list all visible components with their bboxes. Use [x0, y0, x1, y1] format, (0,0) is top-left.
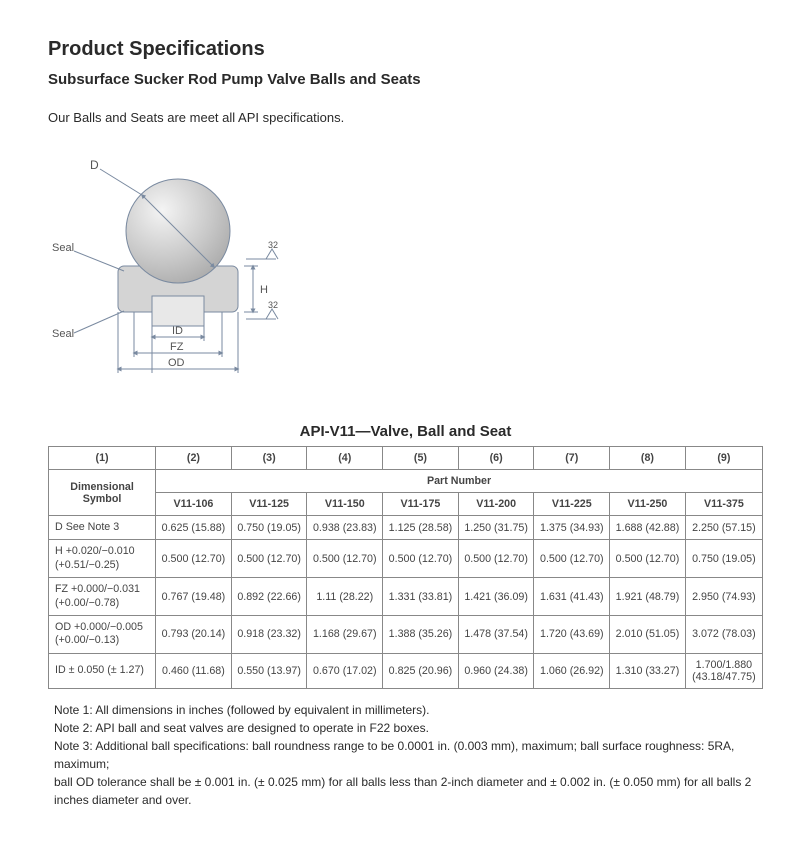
cell: 0.793 (20.14) — [156, 615, 232, 653]
cell: 0.500 (12.70) — [383, 540, 459, 578]
cell: 1.421 (36.09) — [458, 578, 534, 616]
diagram-label-seal-bottom: Seal — [52, 328, 74, 340]
cell: 0.500 (12.70) — [458, 540, 534, 578]
note-line: ball OD tolerance shall be ± 0.001 in. (… — [54, 773, 757, 809]
table-title: API-V11—Valve, Ball and Seat — [48, 423, 763, 440]
col-num-7: (7) — [534, 447, 610, 470]
diagram-label-fz: FZ — [170, 341, 184, 353]
cell: 0.625 (15.88) — [156, 516, 232, 540]
table-row: ID ± 0.050 (± 1.27)0.460 (11.68)0.550 (1… — [49, 653, 763, 688]
row-label: OD +0.000/−0.005(+0.00/−0.13) — [49, 615, 156, 653]
diagram-label-id: ID — [172, 325, 183, 337]
cell: 0.767 (19.48) — [156, 578, 232, 616]
page-subtitle: Subsurface Sucker Rod Pump Valve Balls a… — [48, 71, 763, 88]
page-title: Product Specifications — [48, 38, 763, 61]
svg-text:32: 32 — [268, 300, 278, 310]
cell: 2.010 (51.05) — [610, 615, 686, 653]
row-label: FZ +0.000/−0.031(+0.00/−0.78) — [49, 578, 156, 616]
col-num-6: (6) — [458, 447, 534, 470]
cell: 2.950 (74.93) — [685, 578, 762, 616]
table-row: OD +0.000/−0.005(+0.00/−0.13)0.793 (20.1… — [49, 615, 763, 653]
part-V11-150: V11-150 — [307, 493, 383, 516]
col-num-5: (5) — [383, 447, 459, 470]
cell: 0.670 (17.02) — [307, 653, 383, 688]
cell: 0.938 (23.83) — [307, 516, 383, 540]
cell: 0.918 (23.32) — [231, 615, 307, 653]
cell: 0.750 (19.05) — [231, 516, 307, 540]
cell: 1.250 (31.75) — [458, 516, 534, 540]
diagram-label-od: OD — [168, 357, 185, 369]
cell: 3.072 (78.03) — [685, 615, 762, 653]
note-line: Note 3: Additional ball specifications: … — [54, 737, 757, 773]
cell: 1.688 (42.88) — [610, 516, 686, 540]
cell: 0.500 (12.70) — [534, 540, 610, 578]
notes-block: Note 1: All dimensions in inches (follow… — [48, 701, 763, 809]
cell: 1.720 (43.69) — [534, 615, 610, 653]
cell: 0.825 (20.96) — [383, 653, 459, 688]
col-num-1: (1) — [49, 447, 156, 470]
col-num-3: (3) — [231, 447, 307, 470]
table-row: D See Note 30.625 (15.88)0.750 (19.05)0.… — [49, 516, 763, 540]
cell: 1.631 (41.43) — [534, 578, 610, 616]
diagram-label-seal-top: Seal — [52, 242, 74, 254]
cell: 1.168 (29.67) — [307, 615, 383, 653]
spec-table: (1)(2)(3)(4)(5)(6)(7)(8)(9) DimensionalS… — [48, 446, 763, 689]
cell: 1.921 (48.79) — [610, 578, 686, 616]
cell: 0.500 (12.70) — [610, 540, 686, 578]
cell: 0.500 (12.70) — [307, 540, 383, 578]
cell: 0.500 (12.70) — [156, 540, 232, 578]
part-V11-106: V11-106 — [156, 493, 232, 516]
cell: 0.960 (24.38) — [458, 653, 534, 688]
cell: 1.478 (37.54) — [458, 615, 534, 653]
cell: 1.11 (28.22) — [307, 578, 383, 616]
part-V11-200: V11-200 — [458, 493, 534, 516]
note-line: Note 1: All dimensions in inches (follow… — [54, 701, 757, 719]
col-num-4: (4) — [307, 447, 383, 470]
cell: 0.892 (22.66) — [231, 578, 307, 616]
cell: 2.250 (57.15) — [685, 516, 762, 540]
cell: 1.388 (35.26) — [383, 615, 459, 653]
cell: 1.700/1.880(43.18/47.75) — [685, 653, 762, 688]
part-V11-175: V11-175 — [383, 493, 459, 516]
cell: 1.060 (26.92) — [534, 653, 610, 688]
cell: 0.550 (13.97) — [231, 653, 307, 688]
row-label: ID ± 0.050 (± 1.27) — [49, 653, 156, 688]
valve-diagram: D Seal Seal H 32 32 ID FZ OD — [48, 151, 308, 391]
part-number-header: Part Number — [156, 470, 763, 493]
row-label: H +0.020/−0.010(+0.51/−0.25) — [49, 540, 156, 578]
col-num-9: (9) — [685, 447, 762, 470]
svg-text:32: 32 — [268, 240, 278, 250]
cell: 1.310 (33.27) — [610, 653, 686, 688]
part-V11-225: V11-225 — [534, 493, 610, 516]
col-num-8: (8) — [610, 447, 686, 470]
note-line: Note 2: API ball and seat valves are des… — [54, 719, 757, 737]
cell: 0.500 (12.70) — [231, 540, 307, 578]
cell: 0.460 (11.68) — [156, 653, 232, 688]
row-label: D See Note 3 — [49, 516, 156, 540]
roughness-icon: 32 32 — [246, 240, 278, 319]
part-V11-250: V11-250 — [610, 493, 686, 516]
table-row: H +0.020/−0.010(+0.51/−0.25)0.500 (12.70… — [49, 540, 763, 578]
col-num-2: (2) — [156, 447, 232, 470]
intro-text: Our Balls and Seats are meet all API spe… — [48, 110, 763, 125]
cell: 1.375 (34.93) — [534, 516, 610, 540]
cell: 1.331 (33.81) — [383, 578, 459, 616]
table-row: FZ +0.000/−0.031(+0.00/−0.78)0.767 (19.4… — [49, 578, 763, 616]
dim-symbol-header: DimensionalSymbol — [49, 470, 156, 516]
cell: 0.750 (19.05) — [685, 540, 762, 578]
diagram-label-h: H — [260, 284, 268, 296]
diagram-label-d: D — [90, 158, 99, 172]
part-V11-125: V11-125 — [231, 493, 307, 516]
cell: 1.125 (28.58) — [383, 516, 459, 540]
part-V11-375: V11-375 — [685, 493, 762, 516]
